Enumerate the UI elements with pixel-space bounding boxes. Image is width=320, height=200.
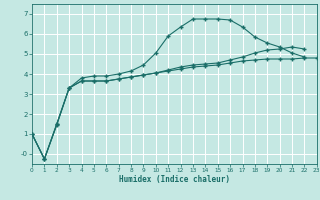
X-axis label: Humidex (Indice chaleur): Humidex (Indice chaleur) xyxy=(119,175,230,184)
